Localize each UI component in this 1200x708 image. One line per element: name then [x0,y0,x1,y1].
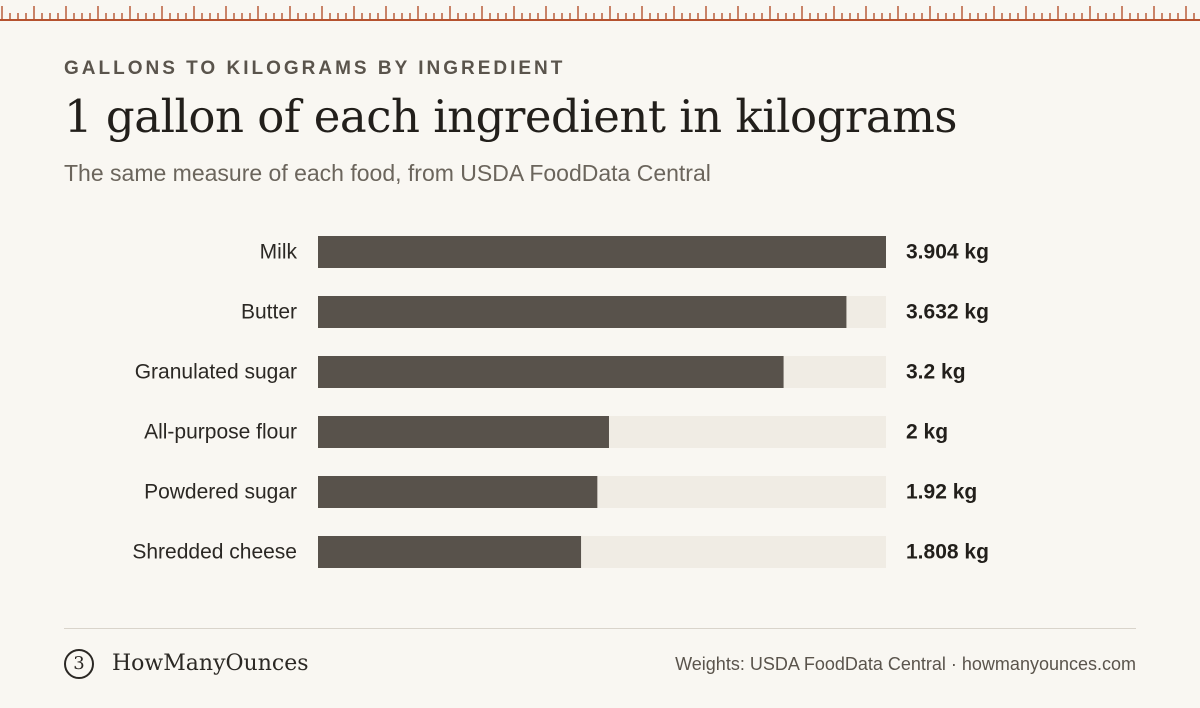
value-label: 2 kg [906,421,948,444]
category-label: Butter [241,301,297,324]
footer-divider [64,628,1136,629]
bar [318,536,582,568]
chart-subtitle: The same measure of each food, from USDA… [64,160,711,186]
category-label: Milk [260,241,298,264]
category-label: Powdered sugar [144,481,297,504]
bar [318,416,609,448]
bar-track [318,356,886,388]
bar [318,356,784,388]
bar-track [318,536,886,568]
bar-track [318,416,886,448]
bar-track [318,476,886,508]
value-label: 3.904 kg [906,241,989,264]
chart-title: 1 gallon of each ingredient in kilograms [64,90,958,143]
bar-track [318,296,886,328]
value-label: 3.632 kg [906,301,989,324]
brand-logo-icon: 3 [64,649,94,679]
category-label: Granulated sugar [135,361,297,384]
brand-name: HowManyOunces [112,651,309,676]
value-label: 3.2 kg [906,361,966,384]
bar [318,236,886,268]
value-label: 1.808 kg [906,541,989,564]
chart-eyebrow: GALLONS TO KILOGRAMS BY INGREDIENT [64,58,566,79]
bar [318,296,847,328]
bar [318,476,598,508]
ruler-decoration [0,6,1200,21]
value-label: 1.92 kg [906,481,977,504]
source-credit: Weights: USDA FoodData Central · howmany… [675,654,1136,674]
bar-track [318,236,886,268]
category-label: Shredded cheese [132,541,297,564]
category-label: All-purpose flour [144,421,297,444]
